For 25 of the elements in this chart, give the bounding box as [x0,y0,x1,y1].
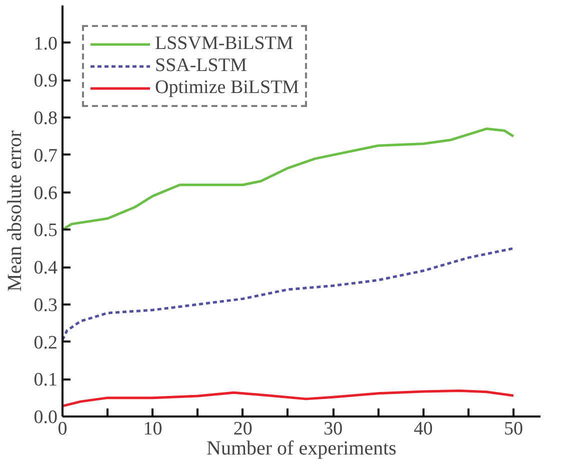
y-tick-label: 0.4 [34,258,58,279]
y-tick-label: 0.2 [34,332,58,354]
y-tick-label: 1.0 [34,33,58,54]
y-tick-label: 0.3 [34,294,58,316]
legend-label: Optimize BiLSTM [155,77,300,99]
legend-label: LSSVM-BiLSTM [155,33,294,55]
y-tick-label: 0.9 [34,70,58,92]
y-tick-label: 0.0 [34,407,58,428]
y-axis-title: Mean absolute error [4,130,26,292]
line-series [62,128,515,231]
x-axis-title: Number of experiments [206,438,397,460]
x-tick-label: 20 [233,418,252,440]
y-tick-label: 0.5 [34,220,58,242]
x-tick-label: 30 [324,418,343,440]
x-tick-label: 0 [58,418,68,440]
line-series [62,247,515,342]
y-tick-label: 0.1 [34,370,58,391]
x-tick-label: 50 [504,418,523,440]
y-tick-label: 0.8 [34,108,58,130]
line-series [62,389,515,408]
y-tick-label: 0.7 [34,145,58,166]
legend-label: SSA-LSTM [155,55,247,77]
x-tick-label: 40 [414,418,433,440]
x-tick-label: 10 [143,418,162,440]
y-tick-label: 0.6 [34,182,58,204]
